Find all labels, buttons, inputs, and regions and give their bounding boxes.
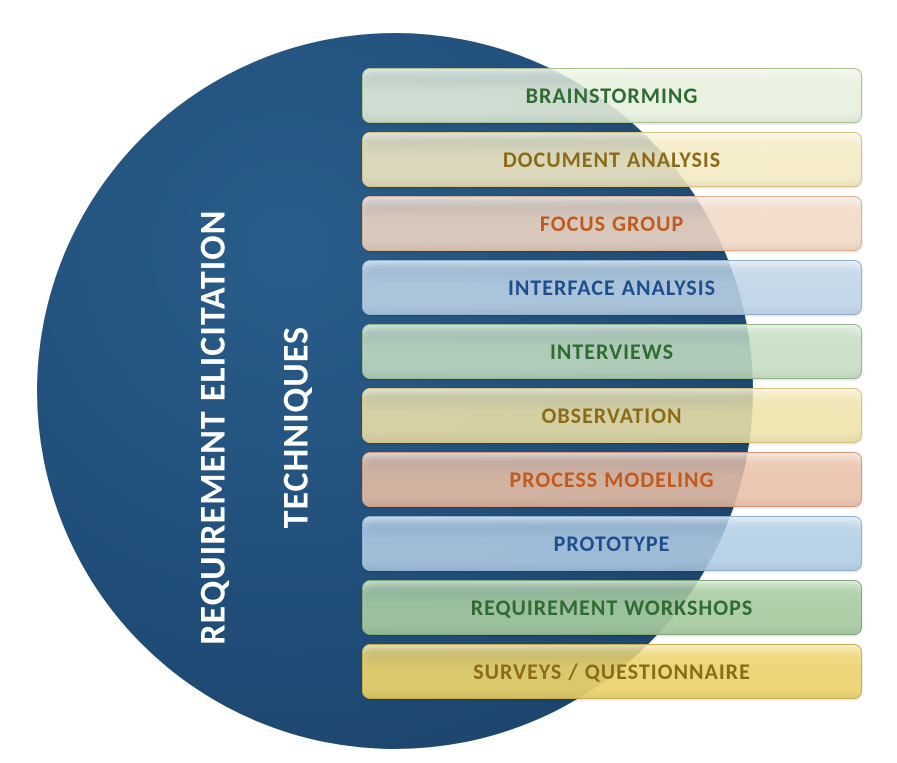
technique-label: INTERFACE ANALYSIS xyxy=(508,274,716,301)
technique-bar: BRAINSTORMING xyxy=(362,68,862,123)
technique-label: PROTOTYPE xyxy=(554,530,671,557)
technique-label: INTERVIEWS xyxy=(550,338,674,365)
diagram-canvas: REQUIREMENT ELICITATION TECHNIQUES BRAIN… xyxy=(0,0,897,763)
technique-bar: INTERFACE ANALYSIS xyxy=(362,260,862,315)
vertical-title: REQUIREMENT ELICITATION TECHNIQUES xyxy=(152,185,359,705)
technique-bar: PROCESS MODELING xyxy=(362,452,862,507)
technique-label: OBSERVATION xyxy=(541,402,682,429)
technique-label: PROCESS MODELING xyxy=(509,466,714,493)
technique-label: SURVEYS / QUESTIONNAIRE xyxy=(473,658,751,685)
technique-bar: SURVEYS / QUESTIONNAIRE xyxy=(362,644,862,699)
title-line-1: REQUIREMENT ELICITATION xyxy=(191,210,235,645)
technique-bar: INTERVIEWS xyxy=(362,324,862,379)
techniques-list: BRAINSTORMING DOCUMENT ANALYSIS FOCUS GROU… xyxy=(362,68,862,699)
technique-bar: REQUIREMENT WORKSHOPS xyxy=(362,580,862,635)
title-line-2: TECHNIQUES xyxy=(274,326,318,528)
technique-label: BRAINSTORMING xyxy=(526,82,699,109)
technique-label: DOCUMENT ANALYSIS xyxy=(503,146,721,173)
technique-bar: DOCUMENT ANALYSIS xyxy=(362,132,862,187)
technique-label: REQUIREMENT WORKSHOPS xyxy=(471,594,754,621)
technique-bar: PROTOTYPE xyxy=(362,516,862,571)
technique-label: FOCUS GROUP xyxy=(540,210,684,237)
technique-bar: FOCUS GROUP xyxy=(362,196,862,251)
technique-bar: OBSERVATION xyxy=(362,388,862,443)
